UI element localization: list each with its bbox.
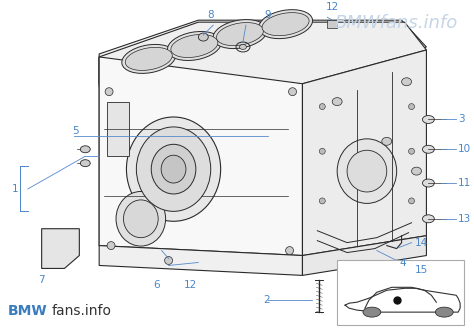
Text: BMW: BMW: [8, 304, 47, 318]
Ellipse shape: [80, 146, 90, 153]
Polygon shape: [99, 57, 302, 256]
Ellipse shape: [332, 98, 342, 106]
Ellipse shape: [319, 148, 325, 154]
Ellipse shape: [286, 247, 293, 255]
Text: 6: 6: [154, 280, 160, 290]
Ellipse shape: [105, 88, 113, 96]
Polygon shape: [99, 20, 427, 87]
Ellipse shape: [409, 104, 415, 110]
Ellipse shape: [198, 33, 208, 41]
Ellipse shape: [123, 200, 158, 238]
Ellipse shape: [122, 44, 176, 73]
Ellipse shape: [401, 78, 411, 86]
Ellipse shape: [337, 139, 397, 203]
Ellipse shape: [409, 148, 415, 154]
Text: 8: 8: [207, 10, 214, 20]
Text: BMWfans.info: BMWfans.info: [335, 14, 458, 32]
FancyBboxPatch shape: [337, 260, 464, 325]
Ellipse shape: [363, 307, 381, 317]
Polygon shape: [99, 57, 129, 263]
Ellipse shape: [127, 117, 220, 221]
Ellipse shape: [171, 34, 218, 58]
Polygon shape: [99, 22, 427, 84]
Text: 3: 3: [458, 115, 465, 124]
Text: 13: 13: [458, 214, 472, 224]
Text: fans.info: fans.info: [52, 304, 111, 318]
Ellipse shape: [382, 137, 392, 145]
Ellipse shape: [262, 13, 309, 36]
Ellipse shape: [164, 257, 173, 264]
Ellipse shape: [422, 179, 434, 187]
Text: 11: 11: [458, 178, 472, 188]
Text: 12: 12: [183, 280, 197, 290]
Text: 4: 4: [400, 259, 406, 268]
Ellipse shape: [217, 23, 264, 46]
Text: 1: 1: [12, 184, 18, 194]
Ellipse shape: [80, 160, 90, 166]
Text: 10: 10: [458, 144, 471, 154]
Ellipse shape: [107, 242, 115, 250]
Text: 7: 7: [38, 275, 45, 285]
Ellipse shape: [289, 88, 297, 96]
Polygon shape: [42, 229, 79, 268]
Ellipse shape: [409, 198, 415, 204]
Polygon shape: [107, 102, 129, 156]
Ellipse shape: [411, 167, 421, 175]
Ellipse shape: [347, 150, 387, 192]
Text: 14: 14: [415, 238, 428, 248]
Ellipse shape: [319, 198, 325, 204]
Ellipse shape: [239, 44, 246, 49]
Polygon shape: [99, 246, 302, 275]
Polygon shape: [327, 20, 337, 28]
Ellipse shape: [422, 116, 434, 123]
Ellipse shape: [319, 104, 325, 110]
Text: 12: 12: [326, 2, 339, 12]
Text: 9: 9: [264, 10, 271, 20]
Ellipse shape: [259, 10, 312, 39]
Ellipse shape: [435, 307, 453, 317]
Ellipse shape: [167, 31, 221, 61]
Ellipse shape: [151, 144, 196, 194]
Ellipse shape: [422, 215, 434, 223]
Ellipse shape: [213, 20, 267, 49]
Text: 15: 15: [415, 265, 428, 275]
Polygon shape: [302, 50, 427, 256]
Ellipse shape: [161, 155, 186, 183]
Ellipse shape: [422, 145, 434, 153]
Ellipse shape: [116, 191, 165, 246]
Text: 2: 2: [263, 295, 270, 305]
Ellipse shape: [125, 47, 172, 71]
Ellipse shape: [137, 127, 211, 211]
Polygon shape: [302, 236, 427, 275]
Text: 5: 5: [73, 126, 79, 136]
